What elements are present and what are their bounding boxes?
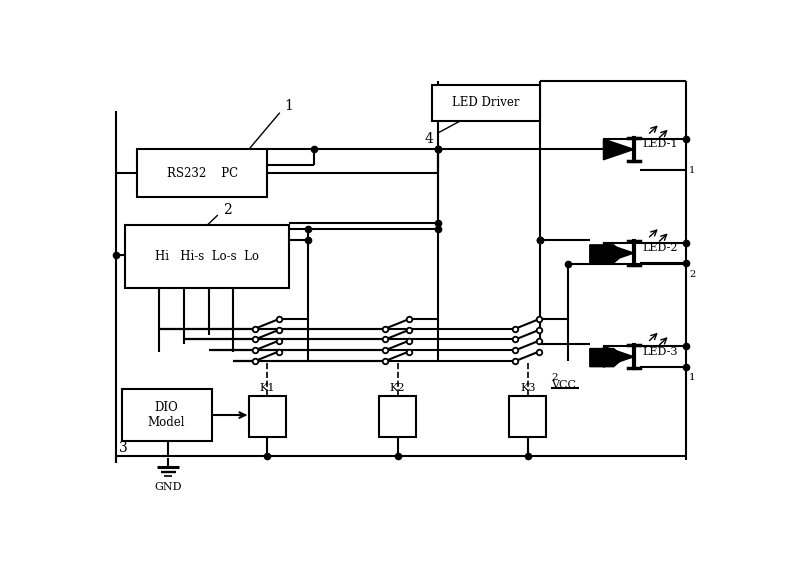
Text: 1: 1 bbox=[285, 99, 294, 113]
Text: DIO
Model: DIO Model bbox=[148, 401, 186, 429]
Text: 2: 2 bbox=[689, 270, 695, 279]
Text: 2: 2 bbox=[222, 203, 231, 217]
Polygon shape bbox=[590, 245, 624, 263]
Bar bbox=[125, 225, 289, 288]
Bar bbox=[249, 396, 286, 436]
Text: GND: GND bbox=[154, 481, 182, 491]
Polygon shape bbox=[603, 139, 634, 160]
Bar bbox=[432, 85, 540, 121]
Polygon shape bbox=[603, 243, 634, 264]
Bar bbox=[510, 396, 546, 436]
Text: RS232    PC: RS232 PC bbox=[166, 167, 238, 180]
Text: Hi   Hi-s  Lo-s  Lo: Hi Hi-s Lo-s Lo bbox=[155, 250, 259, 263]
Text: LED-2: LED-2 bbox=[642, 243, 678, 253]
Text: K1: K1 bbox=[260, 384, 275, 393]
Text: 1: 1 bbox=[689, 373, 696, 382]
Text: 1: 1 bbox=[689, 167, 695, 176]
Text: LED Driver: LED Driver bbox=[452, 96, 520, 109]
Bar bbox=[379, 396, 416, 436]
Text: LED-3: LED-3 bbox=[642, 347, 678, 357]
Bar bbox=[122, 389, 211, 441]
Text: K3: K3 bbox=[520, 384, 535, 393]
Text: K2: K2 bbox=[390, 384, 406, 393]
Text: VCC: VCC bbox=[551, 380, 576, 390]
Text: 3: 3 bbox=[118, 442, 127, 456]
Polygon shape bbox=[603, 346, 634, 367]
Bar bbox=[138, 149, 267, 197]
Text: 2: 2 bbox=[551, 373, 558, 382]
Text: LED-1: LED-1 bbox=[642, 139, 678, 149]
Text: 4: 4 bbox=[424, 132, 433, 146]
Polygon shape bbox=[590, 348, 624, 367]
